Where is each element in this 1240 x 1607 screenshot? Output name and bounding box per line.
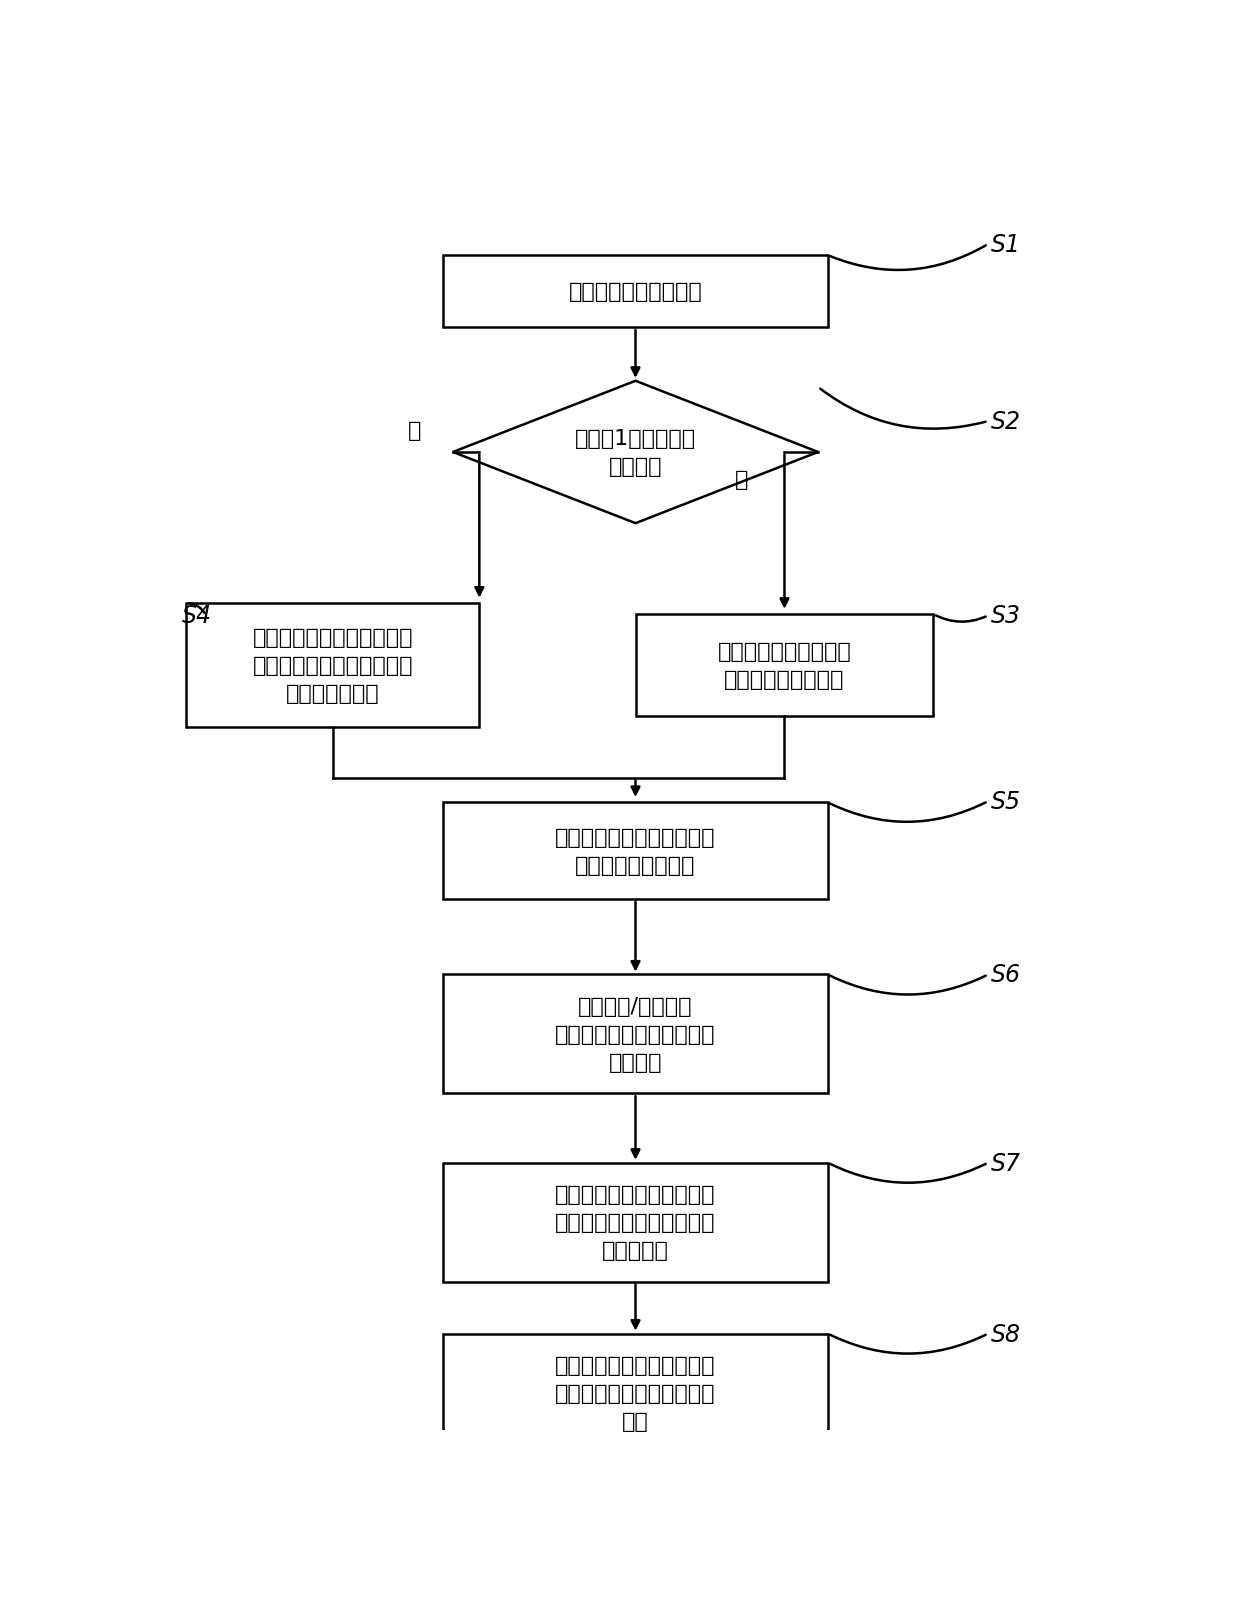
Bar bbox=[444, 804, 828, 900]
Text: 执行电池测试操作指令、获
得电池性能测试数据，将测
试数据返回: 执行电池测试操作指令、获 得电池性能测试数据，将测 试数据返回 bbox=[556, 1184, 715, 1260]
Bar bbox=[186, 604, 480, 728]
Text: S1: S1 bbox=[991, 233, 1021, 257]
Text: 是: 是 bbox=[734, 469, 748, 490]
Text: 测试数据存储，并进行统计
与分析，得到电池性能测试
报告: 测试数据存储，并进行统计 与分析，得到电池性能测试 报告 bbox=[556, 1355, 715, 1432]
Polygon shape bbox=[453, 381, 818, 524]
Text: 按不同的测试项目分解操作
指令、分别发送至对应的电
池性能测试设备: 按不同的测试项目分解操作 指令、分别发送至对应的电 池性能测试设备 bbox=[253, 628, 413, 704]
Text: 对应的电池性能测试设备接
收电池测试操作指令: 对应的电池性能测试设备接 收电池测试操作指令 bbox=[556, 828, 715, 876]
Text: 自动控制/人工控制
电池性能测试设备进行电池
性能测试: 自动控制/人工控制 电池性能测试设备进行电池 性能测试 bbox=[556, 996, 715, 1072]
Text: S6: S6 bbox=[991, 963, 1021, 987]
Text: S8: S8 bbox=[991, 1321, 1021, 1345]
Text: 是否为1项电池性能
测试项目: 是否为1项电池性能 测试项目 bbox=[575, 429, 696, 477]
Text: 接收电池测试操作指令: 接收电池测试操作指令 bbox=[569, 281, 702, 302]
Text: S5: S5 bbox=[991, 789, 1021, 813]
Bar bbox=[444, 975, 828, 1094]
Bar bbox=[444, 256, 828, 328]
Text: 否: 否 bbox=[408, 421, 422, 440]
Bar bbox=[444, 1334, 828, 1453]
Text: S3: S3 bbox=[991, 604, 1021, 628]
Bar bbox=[635, 615, 934, 717]
Bar bbox=[444, 1163, 828, 1282]
Text: S7: S7 bbox=[991, 1151, 1021, 1175]
Text: 将操作指令发送至对应
的电池性能测试设备: 将操作指令发送至对应 的电池性能测试设备 bbox=[718, 641, 852, 689]
Text: S2: S2 bbox=[991, 410, 1021, 434]
Text: S4: S4 bbox=[182, 604, 212, 628]
